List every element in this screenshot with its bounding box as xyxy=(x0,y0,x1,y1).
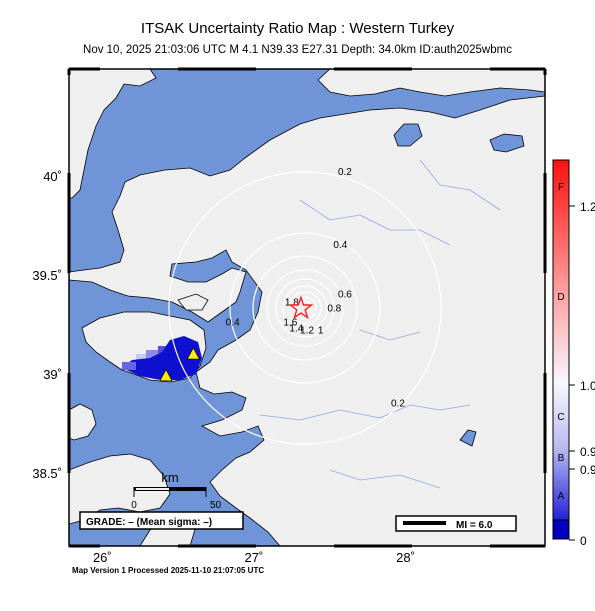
contour-label: 1.4 xyxy=(289,323,303,334)
lake-north xyxy=(393,123,423,147)
event-info: Nov 10, 2025 21:03:06 UTC M 4.1 N39.33 E… xyxy=(83,44,512,56)
contour-label: 0.4 xyxy=(333,240,347,251)
colorbar-grade-label: F xyxy=(558,182,564,193)
epicenter-star xyxy=(288,295,314,320)
contour-label: 1 xyxy=(318,325,324,336)
lake-northeast xyxy=(489,133,525,153)
gelibolu-peninsula xyxy=(69,69,157,199)
contour-label: 1.6 xyxy=(283,317,297,328)
island-marmara xyxy=(177,293,209,311)
mi-legend: MI = 6.0 xyxy=(395,515,517,532)
colorbar-value-label: 0.9 xyxy=(580,463,595,477)
mainland-anatolia xyxy=(69,69,545,546)
lat-tick-label: 39.5˚ xyxy=(32,268,62,283)
contour-label: 0.2 xyxy=(338,167,352,178)
colorbar-value-label: 0.9 xyxy=(580,445,595,459)
map-version-footer: Map Version 1 Processed 2025-11-10 21:07… xyxy=(72,566,265,575)
scale-bar: km 0 50 xyxy=(131,470,221,511)
lake-south xyxy=(459,429,477,447)
contour-label: 1.8 xyxy=(285,298,299,309)
contour-label: 0.2 xyxy=(391,398,405,409)
colorbar-value-label: 1.2 xyxy=(580,200,595,214)
high-uncertainty-zone xyxy=(122,336,202,380)
colorbar-grade-label: A xyxy=(558,491,565,502)
scale-max: 50 xyxy=(210,500,222,511)
rivers xyxy=(259,159,501,489)
contour-label: 0.4 xyxy=(226,317,240,328)
lon-tick-label: 26˚ xyxy=(93,550,112,565)
lat-tick-label: 39˚ xyxy=(43,367,62,382)
contour-labels: 0.2 0.4 0.6 0.81 1.21.41.6 1.8 0.4 0.2 xyxy=(226,167,406,410)
stations xyxy=(159,347,200,382)
scale-min: 0 xyxy=(131,500,137,511)
mi-legend-text: MI = 6.0 xyxy=(456,520,493,531)
map-title: ITSAK Uncertainty Ratio Map : Western Tu… xyxy=(140,20,455,37)
latitude-ticks: 40˚ 39.5˚ 39˚ 38.5˚ xyxy=(32,169,62,481)
lat-tick-label: 38.5˚ xyxy=(32,466,62,481)
longitude-ticks: 26˚ 27˚ 28˚ xyxy=(93,550,415,565)
contour-label: 0.6 xyxy=(338,290,352,301)
grade-text: GRADE: – (Mean sigma: –) xyxy=(86,517,212,528)
colorbar-value-label: 0 xyxy=(580,534,587,548)
colorbar-grade-label: D xyxy=(557,292,564,303)
grade-box: GRADE: – (Mean sigma: –) xyxy=(79,511,244,530)
colorbar-grade-label: C xyxy=(557,412,564,423)
contour-label: 0.8 xyxy=(327,303,341,314)
frame-ticks xyxy=(67,67,547,548)
contour-label: 1.2 xyxy=(300,325,314,336)
station-marker xyxy=(159,369,173,382)
station-marker xyxy=(186,347,200,360)
map-frame xyxy=(68,68,546,547)
scale-unit: km xyxy=(161,470,178,485)
colorbar-grade-label: B xyxy=(558,453,565,464)
lon-tick-label: 27˚ xyxy=(245,550,264,565)
colorbar: F D C B A 1.2 1.0 0.9 0.9 0 xyxy=(552,159,595,548)
colorbar-value-label: 1.0 xyxy=(580,379,595,393)
lon-tick-label: 28˚ xyxy=(396,550,415,565)
lat-tick-label: 40˚ xyxy=(43,169,62,184)
